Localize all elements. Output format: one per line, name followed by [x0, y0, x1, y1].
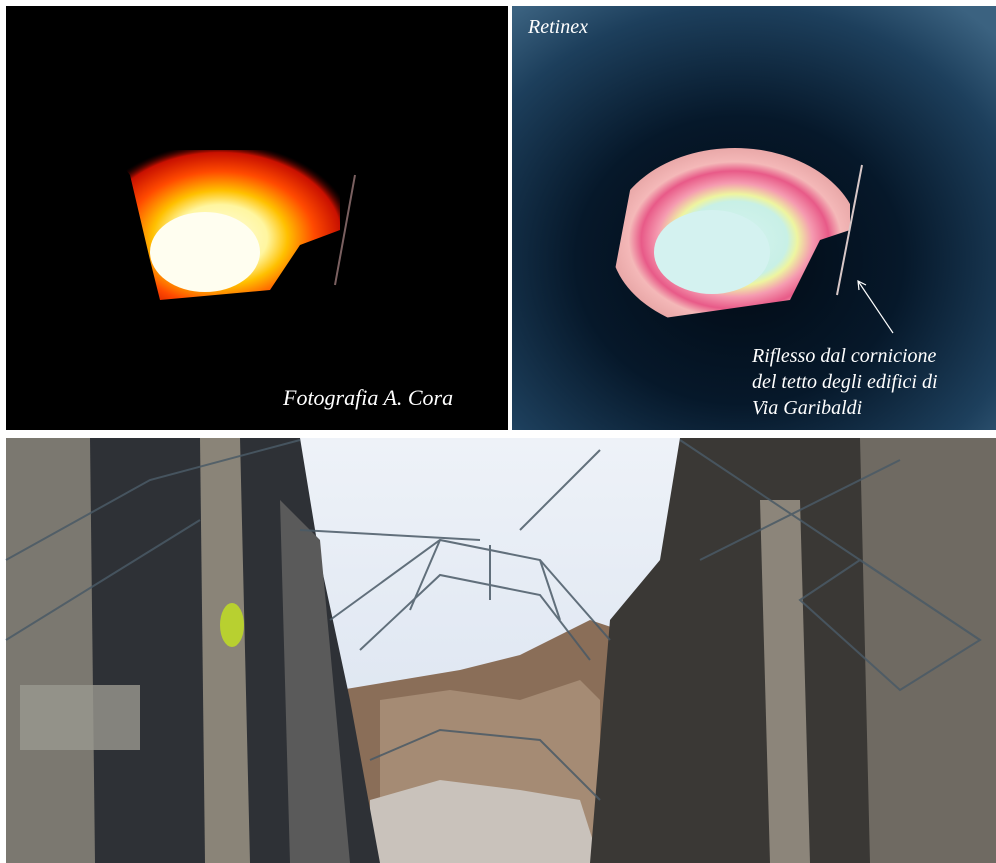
- street-photo: [5, 438, 996, 863]
- method-label: Retinex: [527, 16, 588, 38]
- original-photo: Fotografia A. Cora: [6, 6, 508, 430]
- retinex-image: Retinex Riflesso dal cornicione del tett…: [512, 6, 996, 430]
- annotation-line: Via Garibaldi: [752, 397, 862, 419]
- annotation-line: Riflesso dal cornicione: [751, 345, 937, 367]
- photo-credit: Fotografia A. Cora: [282, 385, 453, 410]
- annotation-line: del tetto degli edifici di: [752, 371, 938, 393]
